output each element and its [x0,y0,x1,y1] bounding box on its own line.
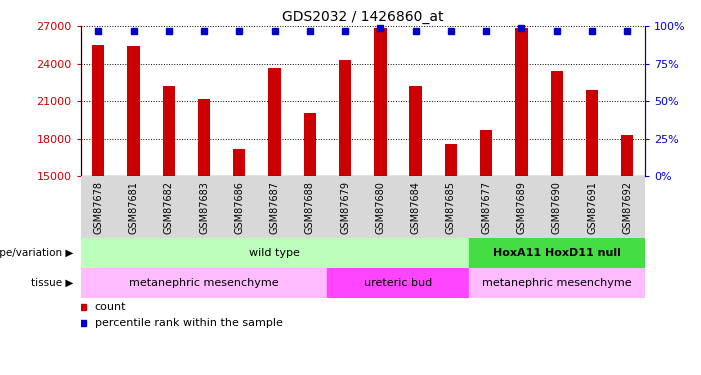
Bar [586,90,598,176]
Bar [621,135,634,176]
Bar [233,149,245,176]
Text: GSM87683: GSM87683 [199,181,209,234]
Text: GSM87678: GSM87678 [93,181,103,234]
Bar [339,60,351,176]
Bar [304,112,316,176]
Text: genotype/variation ▶: genotype/variation ▶ [0,248,74,258]
Text: tissue ▶: tissue ▶ [32,278,74,288]
Bar [444,144,457,176]
Text: GSM87679: GSM87679 [340,181,350,234]
Title: GDS2032 / 1426860_at: GDS2032 / 1426860_at [282,10,444,24]
Bar [515,27,528,176]
Text: GSM87680: GSM87680 [376,181,386,234]
Bar [468,268,645,298]
Text: GSM87692: GSM87692 [622,181,632,234]
Bar [268,68,281,176]
Bar [81,268,327,298]
Text: HoxA11 HoxD11 null: HoxA11 HoxD11 null [493,248,620,258]
Bar [480,130,492,176]
Bar [374,27,386,176]
Text: GSM87688: GSM87688 [305,181,315,234]
Text: GSM87686: GSM87686 [234,181,245,234]
Text: GSM87691: GSM87691 [587,181,597,234]
Bar [409,86,422,176]
Bar [81,238,468,268]
Text: GSM87687: GSM87687 [270,181,280,234]
Text: wild type: wild type [249,248,300,258]
Text: GSM87689: GSM87689 [517,181,526,234]
Text: count: count [95,302,126,312]
Bar [468,238,645,268]
Bar [198,99,210,176]
Text: GSM87690: GSM87690 [552,181,562,234]
Text: GSM87677: GSM87677 [481,181,491,234]
Text: ureteric bud: ureteric bud [364,278,432,288]
Bar [128,46,139,176]
Bar [327,268,468,298]
Text: metanephric mesenchyme: metanephric mesenchyme [129,278,279,288]
Text: GSM87681: GSM87681 [128,181,139,234]
Bar [550,71,563,176]
Bar [163,86,175,176]
Bar [92,45,104,176]
Text: percentile rank within the sample: percentile rank within the sample [95,318,283,328]
Text: GSM87685: GSM87685 [446,181,456,234]
Text: GSM87684: GSM87684 [411,181,421,234]
Text: GSM87682: GSM87682 [164,181,174,234]
Text: metanephric mesenchyme: metanephric mesenchyme [482,278,632,288]
